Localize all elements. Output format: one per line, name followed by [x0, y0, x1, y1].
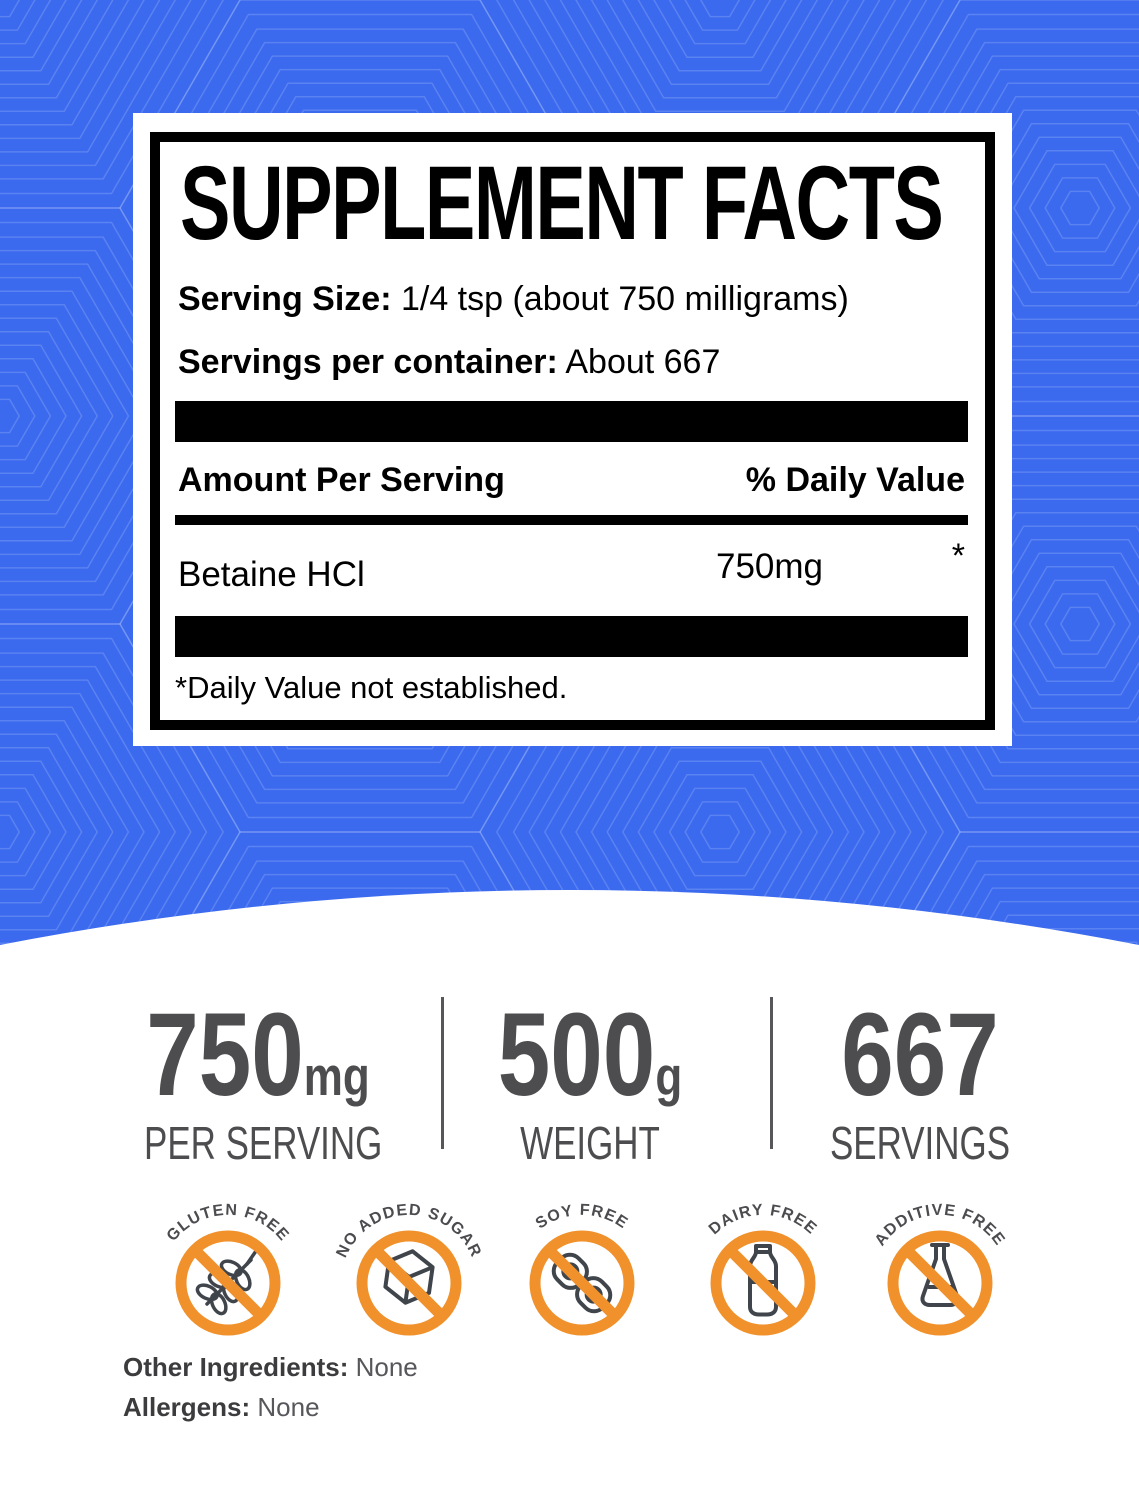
- no-added-sugar-badge: NO ADDED SUGAR: [334, 1202, 483, 1336]
- soy-free-badge: SOY FREE: [529, 1202, 635, 1336]
- servings-label: Servings per container:: [178, 343, 558, 381]
- other-ingredients-label: Other Ingredients:: [123, 1352, 349, 1382]
- stat-weight-label: WEIGHT: [520, 1117, 660, 1170]
- facts-title: SUPPLEMENT FACTS: [180, 145, 944, 262]
- serving-size-row: Serving Size: 1/4 tsp (about 750 milligr…: [178, 280, 849, 319]
- separator-bar-thin: [175, 515, 968, 525]
- daily-value-header: % Daily Value: [745, 461, 965, 499]
- stat-weight: 500g WEIGHT: [440, 996, 740, 1170]
- curved-divider: [0, 890, 1139, 960]
- no-symbol: [887, 1230, 993, 1336]
- stat-weight-value: 500g: [470, 996, 710, 1114]
- stat-divider: [770, 997, 773, 1149]
- stat-per-serving: 750mg PER SERVING: [108, 996, 408, 1170]
- serving-size-label: Serving Size:: [178, 280, 392, 318]
- facts-header-row: Amount Per Serving % Daily Value: [178, 461, 965, 500]
- amount-per-serving-header: Amount Per Serving: [178, 461, 505, 499]
- other-ingredients-line: Other Ingredients: None: [123, 1352, 418, 1383]
- facts-border: [150, 132, 995, 730]
- stat-per-serving-label: PER SERVING: [144, 1117, 383, 1170]
- other-ingredients-value: None: [348, 1352, 418, 1382]
- allergens-value: None: [250, 1392, 320, 1422]
- allergens-label: Allergens:: [123, 1392, 251, 1422]
- stat-per-serving-value: 750mg: [138, 996, 378, 1114]
- stat-number: 500: [497, 989, 656, 1121]
- no-symbol: [710, 1230, 816, 1336]
- badge-curved-label: ADDITIVE FREE: [872, 1202, 1008, 1249]
- stat-servings-label: SERVINGS: [829, 1117, 1011, 1170]
- ingredient-daily-value: *: [951, 537, 965, 575]
- no-symbol: [175, 1230, 281, 1336]
- allergens-line: Allergens: None: [123, 1392, 320, 1423]
- gluten-free-badge: GLUTEN FREE: [164, 1202, 291, 1336]
- no-symbol: [529, 1230, 635, 1336]
- stat-servings-value: 667: [800, 996, 1040, 1114]
- ingredient-row: Betaine HCl 750mg *: [178, 537, 965, 598]
- daily-value-footnote: *Daily Value not established.: [175, 670, 568, 705]
- serving-size-value: 1/4 tsp (about 750 milligrams): [391, 280, 849, 318]
- ingredient-amount: 750mg: [716, 547, 824, 586]
- stat-number: 750: [146, 989, 304, 1121]
- dairy-free-badge: DAIRY FREE: [706, 1202, 819, 1336]
- stat-divider: [441, 997, 444, 1149]
- separator-bar-thick-top: [175, 401, 968, 442]
- servings-per-container-row: Servings per container: About 667: [178, 343, 720, 382]
- ingredient-name: Betaine HCl: [178, 555, 365, 594]
- stat-servings: 667 SERVINGS: [770, 996, 1070, 1170]
- servings-value: About 667: [557, 343, 721, 381]
- stat-unit: g: [655, 1045, 683, 1107]
- separator-bar-thick-bottom: [175, 616, 968, 657]
- badge-curved-label: SOY FREE: [533, 1202, 631, 1233]
- additive-free-badge: ADDITIVE FREE: [872, 1202, 1008, 1336]
- stat-unit: mg: [303, 1045, 370, 1107]
- stat-number: 667: [841, 989, 999, 1121]
- supplement-facts-panel: SUPPLEMENT FACTS Serving Size: 1/4 tsp (…: [133, 113, 1012, 746]
- no-symbol: [356, 1230, 462, 1336]
